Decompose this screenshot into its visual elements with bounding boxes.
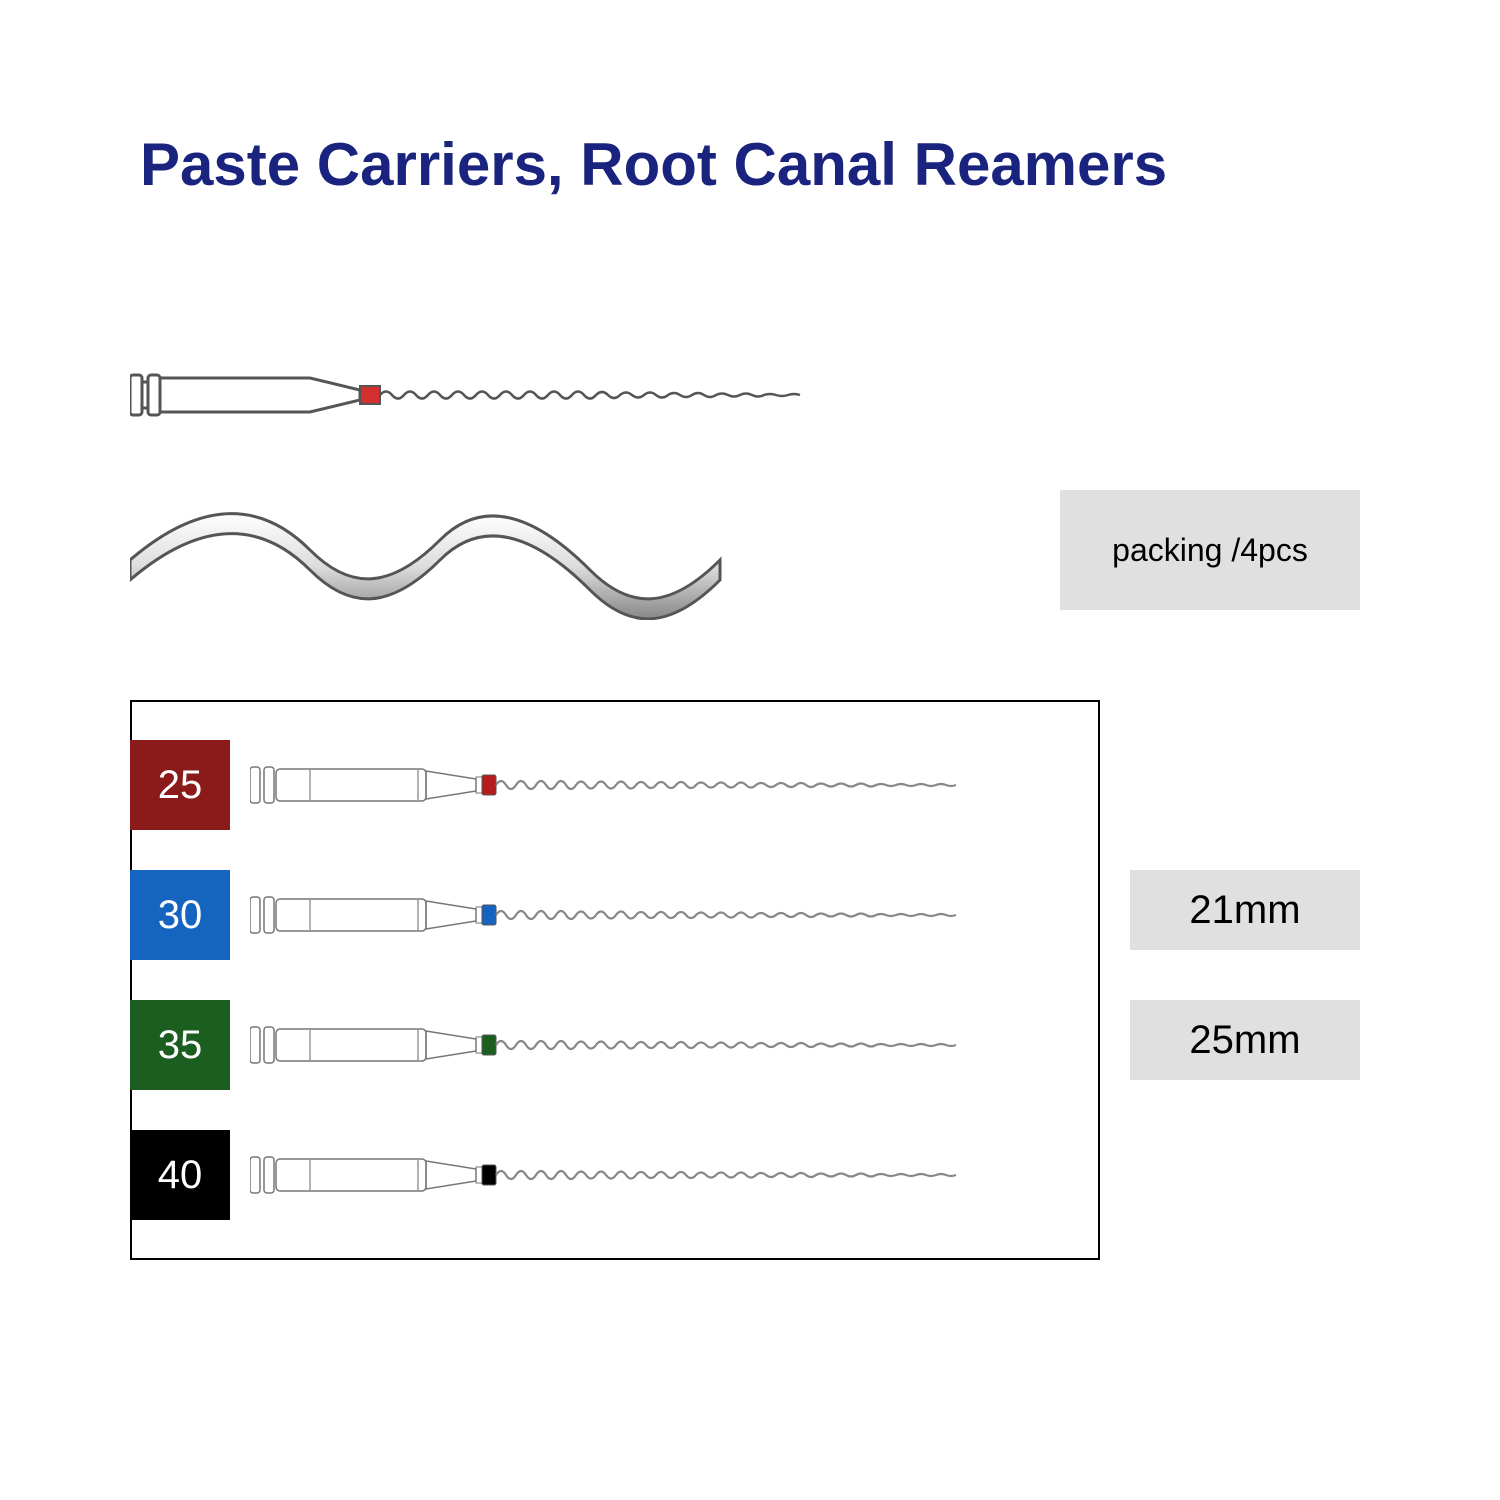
size-label-25: 25 <box>130 740 230 830</box>
top-illustration <box>130 360 850 620</box>
packing-box: packing /4pcs <box>1060 490 1360 610</box>
page-title: Paste Carriers, Root Canal Reamers <box>140 130 1167 199</box>
length-box-21: 21mm <box>1130 870 1360 950</box>
instrument-40 <box>250 1135 990 1215</box>
instrument-30 <box>250 875 990 955</box>
size-label-30: 30 <box>130 870 230 960</box>
length-box-25: 25mm <box>1130 1000 1360 1080</box>
instrument-25 <box>250 745 990 825</box>
size-label-40: 40 <box>130 1130 230 1220</box>
instrument-35 <box>250 1005 990 1085</box>
size-label-35: 35 <box>130 1000 230 1090</box>
